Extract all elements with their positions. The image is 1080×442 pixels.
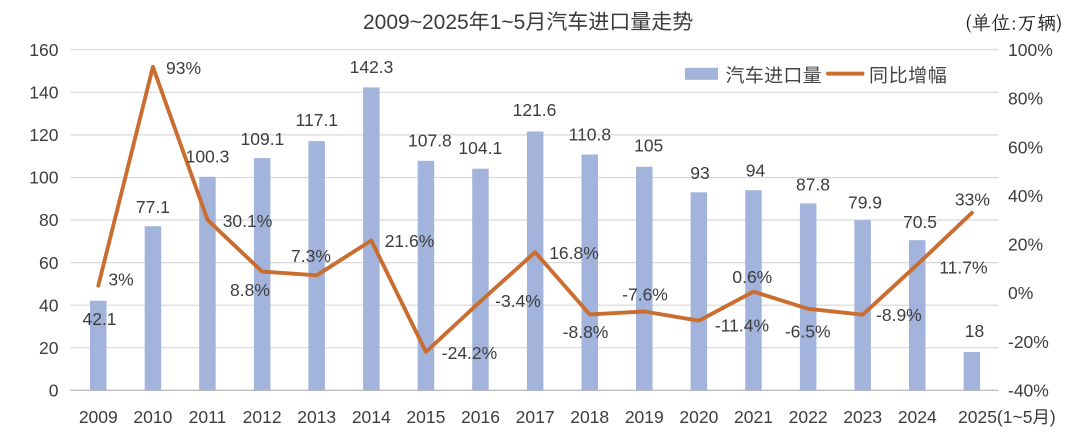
svg-text:-7.6%: -7.6% xyxy=(622,285,668,305)
svg-text:33%: 33% xyxy=(955,190,990,210)
svg-text:-24.2%: -24.2% xyxy=(442,343,497,363)
svg-text:94: 94 xyxy=(746,161,766,181)
svg-text:2023: 2023 xyxy=(843,407,882,427)
svg-text:105: 105 xyxy=(634,136,663,156)
svg-text:109.1: 109.1 xyxy=(241,129,285,149)
svg-text:2014: 2014 xyxy=(352,407,391,427)
svg-text:40: 40 xyxy=(39,295,59,315)
svg-text:2009: 2009 xyxy=(79,407,118,427)
svg-text:2020: 2020 xyxy=(679,407,718,427)
svg-text:3%: 3% xyxy=(108,270,133,290)
svg-text:2010: 2010 xyxy=(133,407,172,427)
svg-text:2012: 2012 xyxy=(243,407,282,427)
svg-text:2019: 2019 xyxy=(625,407,664,427)
svg-text:2025(1~5: 2025(1~5 xyxy=(958,407,1032,427)
svg-text:100%: 100% xyxy=(1008,40,1053,60)
svg-text:2016: 2016 xyxy=(461,407,500,427)
svg-text:79.9: 79.9 xyxy=(848,192,882,212)
svg-text:80: 80 xyxy=(39,210,59,230)
svg-text:2024: 2024 xyxy=(898,407,937,427)
svg-text:-20%: -20% xyxy=(1008,332,1049,352)
svg-text:2015: 2015 xyxy=(406,407,445,427)
svg-text:30.1%: 30.1% xyxy=(223,211,273,231)
svg-text:60: 60 xyxy=(39,253,59,273)
svg-text:2021: 2021 xyxy=(734,407,773,427)
svg-text:-11.4%: -11.4% xyxy=(715,316,769,336)
svg-text:2022: 2022 xyxy=(789,407,828,427)
svg-text:0.6%: 0.6% xyxy=(732,267,772,287)
svg-text:0: 0 xyxy=(49,381,59,401)
svg-text:60%: 60% xyxy=(1008,137,1043,157)
svg-text:140: 140 xyxy=(29,83,58,103)
svg-text:93: 93 xyxy=(690,163,709,183)
svg-text:1~5: 1~5 xyxy=(490,11,526,34)
svg-text:107.8: 107.8 xyxy=(408,131,452,151)
svg-text:121.6: 121.6 xyxy=(513,100,557,120)
svg-text:20%: 20% xyxy=(1008,235,1043,255)
svg-text:100.3: 100.3 xyxy=(186,147,230,167)
svg-text:160: 160 xyxy=(29,40,58,60)
svg-text:2011: 2011 xyxy=(189,407,227,427)
svg-text:-3.4%: -3.4% xyxy=(495,291,541,311)
svg-text:42.1: 42.1 xyxy=(82,309,116,329)
svg-text:77.1: 77.1 xyxy=(136,197,170,217)
svg-text:-40%: -40% xyxy=(1008,381,1049,401)
svg-text:7.3%: 7.3% xyxy=(291,246,331,266)
svg-text:70.5: 70.5 xyxy=(903,212,937,232)
svg-text:16.8%: 16.8% xyxy=(549,243,599,263)
svg-text:20: 20 xyxy=(39,338,59,358)
svg-text:87.8: 87.8 xyxy=(796,174,830,194)
svg-text:80%: 80% xyxy=(1008,89,1043,109)
svg-text:8.8%: 8.8% xyxy=(230,280,270,300)
svg-text:18: 18 xyxy=(965,321,984,341)
svg-text:-8.9%: -8.9% xyxy=(876,305,922,325)
svg-text:93%: 93% xyxy=(166,58,201,78)
svg-text:104.1: 104.1 xyxy=(458,138,502,158)
svg-text:2018: 2018 xyxy=(570,407,609,427)
svg-text:110.8: 110.8 xyxy=(569,124,612,144)
svg-text:-8.8%: -8.8% xyxy=(563,322,609,342)
svg-text:2009~2025: 2009~2025 xyxy=(363,11,469,34)
svg-text:117.1: 117.1 xyxy=(296,110,339,130)
svg-text:2017: 2017 xyxy=(516,407,555,427)
svg-text:-6.5%: -6.5% xyxy=(785,321,831,341)
svg-text:2013: 2013 xyxy=(297,407,336,427)
svg-text:21.6%: 21.6% xyxy=(385,231,435,251)
svg-text:100: 100 xyxy=(29,168,58,188)
svg-text:142.3: 142.3 xyxy=(350,57,394,77)
svg-text:120: 120 xyxy=(29,125,58,145)
svg-text:40%: 40% xyxy=(1008,186,1043,206)
svg-text:11.7%: 11.7% xyxy=(939,257,987,277)
svg-text:): ) xyxy=(1050,407,1056,427)
svg-text:0%: 0% xyxy=(1008,283,1033,303)
